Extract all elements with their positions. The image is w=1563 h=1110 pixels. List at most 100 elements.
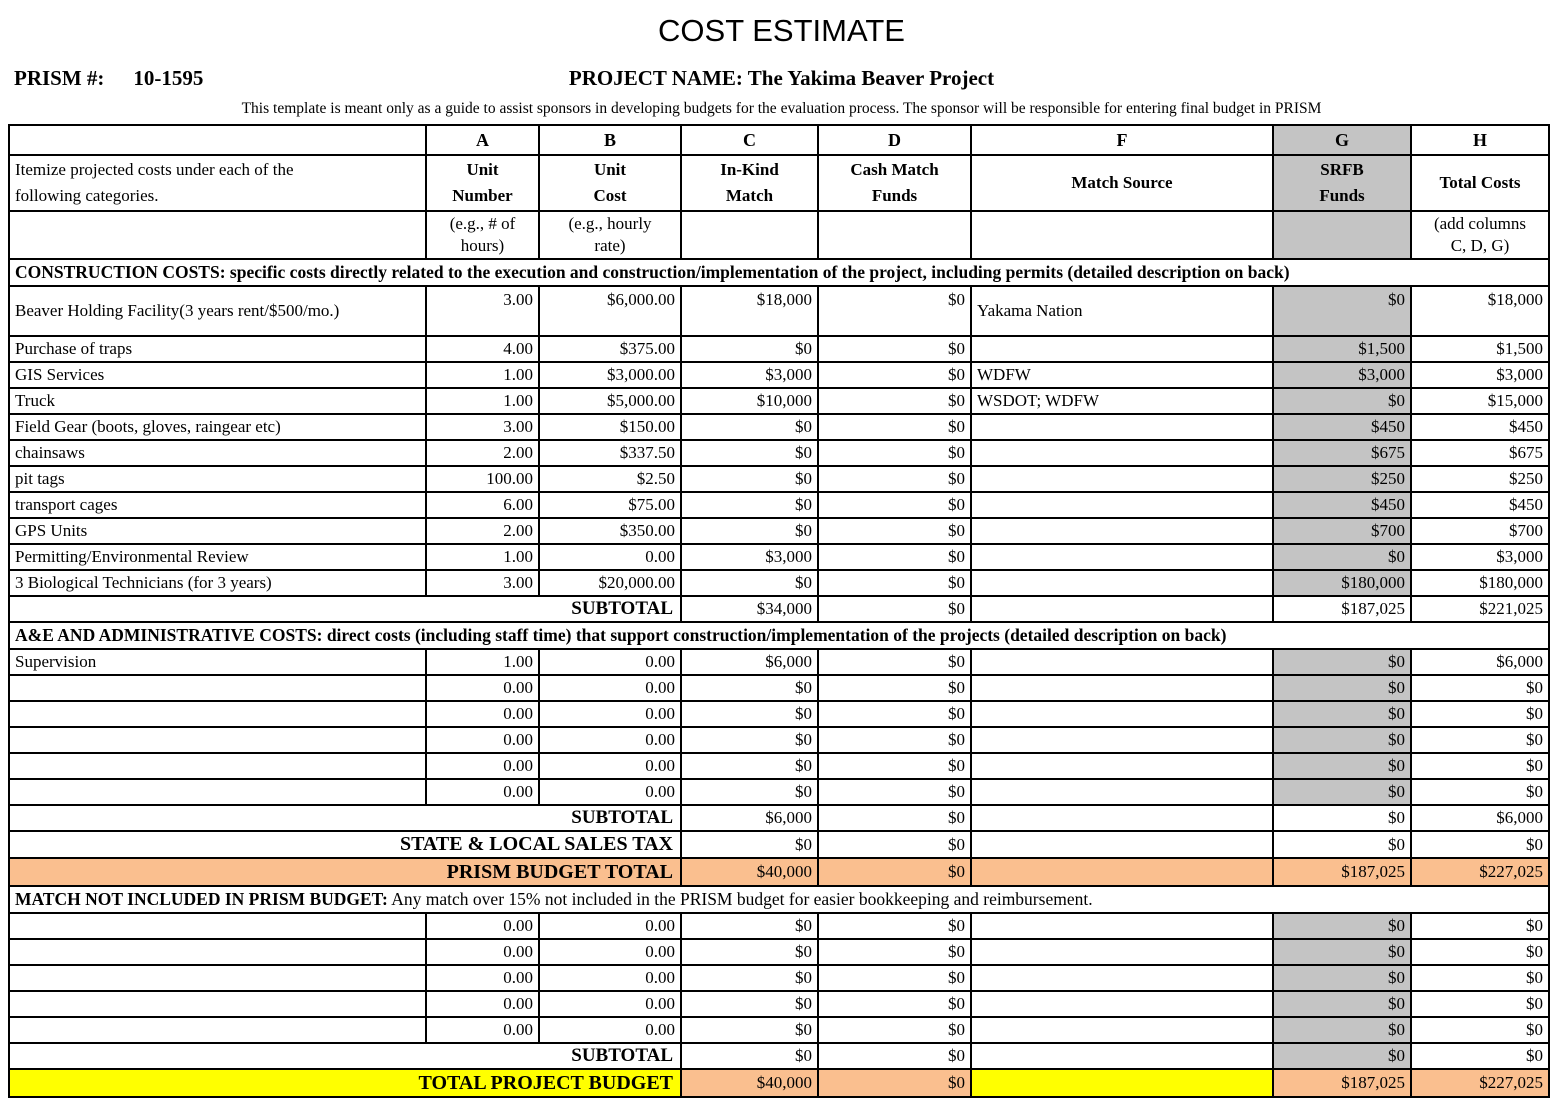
srfb-funds-cell: $0 bbox=[1272, 830, 1412, 859]
cost-table-body: A B C D F G H Itemize projected costs under eac… bbox=[8, 124, 1550, 1098]
in-kind-match-cell: $3,000 bbox=[680, 543, 819, 571]
page-title: COST ESTIMATE bbox=[658, 13, 905, 48]
item-row-blank: 0.00 0.00 $0 $0 $0 $0 bbox=[8, 700, 1550, 728]
summary-label: SUBTOTAL bbox=[8, 804, 682, 832]
item-row-gis-services: GIS Services 1.00 $3,000.00 $3,000 $0 WDFW $3,… bbox=[8, 361, 1550, 389]
section-header-text: A&E AND ADMINISTRATIVE COSTS: direct cos… bbox=[8, 621, 1550, 650]
item-label: Permitting/Environmental Review bbox=[8, 543, 427, 571]
section-description: Any match over 15% not included in the P… bbox=[387, 889, 1093, 909]
unit-cost-cell: 0.00 bbox=[538, 700, 682, 728]
srfb-funds-cell: $250 bbox=[1272, 465, 1412, 493]
in-kind-match-cell: $0 bbox=[680, 517, 819, 545]
srfb-funds-cell: $0 bbox=[1272, 285, 1412, 337]
unit-cost-cell: $375.00 bbox=[538, 335, 682, 363]
srfb-funds-cell: $0 bbox=[1272, 1016, 1412, 1044]
match-source-cell bbox=[970, 413, 1274, 441]
section-header-match-not-included-in-prism-budget: MATCH NOT INCLUDED IN PRISM BUDGET: Any … bbox=[8, 885, 1550, 914]
total-costs-cell: $6,000 bbox=[1410, 648, 1550, 676]
summary-row-total-project-budget: TOTAL PROJECT BUDGET $40,000 $0 $187,025 $22… bbox=[8, 1068, 1550, 1098]
total-costs-cell: $0 bbox=[1410, 674, 1550, 702]
unit-number-cell: 2.00 bbox=[425, 439, 540, 467]
match-source-cell bbox=[970, 804, 1274, 832]
item-label bbox=[8, 726, 427, 754]
unit-cost-cell: $5,000.00 bbox=[538, 387, 682, 415]
cash-match-cell: $0 bbox=[817, 595, 972, 623]
column-example-H: (add columns C, D, G) bbox=[1410, 210, 1550, 260]
document-subheader: PRISM #: 10-1595 PROJECT NAME: The Yakima… bbox=[0, 64, 1563, 94]
in-kind-match-cell: $0 bbox=[680, 1016, 819, 1044]
item-label: Truck bbox=[8, 387, 427, 415]
cash-match-cell: $0 bbox=[817, 912, 972, 940]
project-title: PROJECT NAME: The Yakima Beaver Project bbox=[568, 66, 995, 90]
unit-number-cell: 100.00 bbox=[425, 465, 540, 493]
summary-label: SUBTOTAL bbox=[8, 1042, 682, 1070]
unit-number-cell: 4.00 bbox=[425, 335, 540, 363]
in-kind-match-cell: $0 bbox=[680, 700, 819, 728]
unit-cost-cell: 0.00 bbox=[538, 990, 682, 1018]
match-source-cell bbox=[970, 912, 1274, 940]
total-costs-cell: $221,025 bbox=[1410, 595, 1550, 623]
total-costs-cell: $0 bbox=[1410, 726, 1550, 754]
cash-match-cell: $0 bbox=[817, 938, 972, 966]
match-source-cell bbox=[970, 964, 1274, 992]
item-label bbox=[8, 964, 427, 992]
in-kind-match-cell: $0 bbox=[680, 726, 819, 754]
unit-number-cell: 0.00 bbox=[425, 700, 540, 728]
in-kind-match-cell: $0 bbox=[680, 912, 819, 940]
cash-match-cell: $0 bbox=[817, 361, 972, 389]
total-costs-cell: $0 bbox=[1410, 990, 1550, 1018]
cash-match-cell: $0 bbox=[817, 517, 972, 545]
section-title: MATCH NOT INCLUDED IN PRISM BUDGET: bbox=[15, 889, 388, 909]
cash-match-cell: $0 bbox=[817, 778, 972, 806]
in-kind-match-cell: $40,000 bbox=[680, 857, 819, 887]
item-row-gps-units: GPS Units 2.00 $350.00 $0 $0 $700 $700 bbox=[8, 517, 1550, 545]
total-costs-cell: $0 bbox=[1410, 700, 1550, 728]
match-source-cell bbox=[970, 1068, 1274, 1098]
item-label bbox=[8, 912, 427, 940]
match-source-cell bbox=[970, 752, 1274, 780]
column-example-B: (e.g., hourly rate) bbox=[538, 210, 682, 260]
summary-row-subtotal: SUBTOTAL $6,000 $0 $0 $6,000 bbox=[8, 804, 1550, 832]
total-costs-cell: $0 bbox=[1410, 752, 1550, 780]
total-costs-cell: $450 bbox=[1410, 491, 1550, 519]
item-label bbox=[8, 778, 427, 806]
unit-number-cell: 1.00 bbox=[425, 648, 540, 676]
unit-number-cell: 3.00 bbox=[425, 285, 540, 337]
in-kind-match-cell: $0 bbox=[680, 1042, 819, 1070]
item-label: transport cages bbox=[8, 491, 427, 519]
unit-cost-cell: $2.50 bbox=[538, 465, 682, 493]
match-source-cell bbox=[970, 778, 1274, 806]
item-row-blank: 0.00 0.00 $0 $0 $0 $0 bbox=[8, 674, 1550, 702]
unit-number-cell: 0.00 bbox=[425, 990, 540, 1018]
item-label bbox=[8, 1016, 427, 1044]
item-row-pit-tags: pit tags 100.00 $2.50 $0 $0 $250 $250 bbox=[8, 465, 1550, 493]
cash-match-cell: $0 bbox=[817, 726, 972, 754]
cash-match-cell: $0 bbox=[817, 439, 972, 467]
item-label: GPS Units bbox=[8, 517, 427, 545]
column-title-H: Total Costs bbox=[1410, 154, 1550, 212]
match-source-cell bbox=[970, 491, 1274, 519]
cash-match-cell: $0 bbox=[817, 413, 972, 441]
item-label: pit tags bbox=[8, 465, 427, 493]
cash-match-cell: $0 bbox=[817, 648, 972, 676]
cash-match-cell: $0 bbox=[817, 804, 972, 832]
match-source-cell bbox=[970, 674, 1274, 702]
total-costs-cell: $0 bbox=[1410, 830, 1550, 859]
in-kind-match-cell: $0 bbox=[680, 465, 819, 493]
item-label bbox=[8, 938, 427, 966]
unit-number-cell: 3.00 bbox=[425, 413, 540, 441]
unit-cost-cell: $6,000.00 bbox=[538, 285, 682, 337]
summary-row-prism-budget-total: PRISM BUDGET TOTAL $40,000 $0 $187,025 $227,… bbox=[8, 857, 1550, 887]
unit-cost-cell: $337.50 bbox=[538, 439, 682, 467]
srfb-funds-cell: $0 bbox=[1272, 752, 1412, 780]
column-title-C: In-Kind Match bbox=[680, 154, 819, 212]
summary-label: SUBTOTAL bbox=[8, 595, 682, 623]
column-letter-A: A bbox=[425, 124, 540, 156]
unit-number-cell: 0.00 bbox=[425, 1016, 540, 1044]
in-kind-match-cell: $0 bbox=[680, 439, 819, 467]
in-kind-match-cell: $0 bbox=[680, 335, 819, 363]
in-kind-match-cell: $6,000 bbox=[680, 648, 819, 676]
item-label bbox=[8, 674, 427, 702]
item-row-blank: 0.00 0.00 $0 $0 $0 $0 bbox=[8, 752, 1550, 780]
total-costs-cell: $15,000 bbox=[1410, 387, 1550, 415]
